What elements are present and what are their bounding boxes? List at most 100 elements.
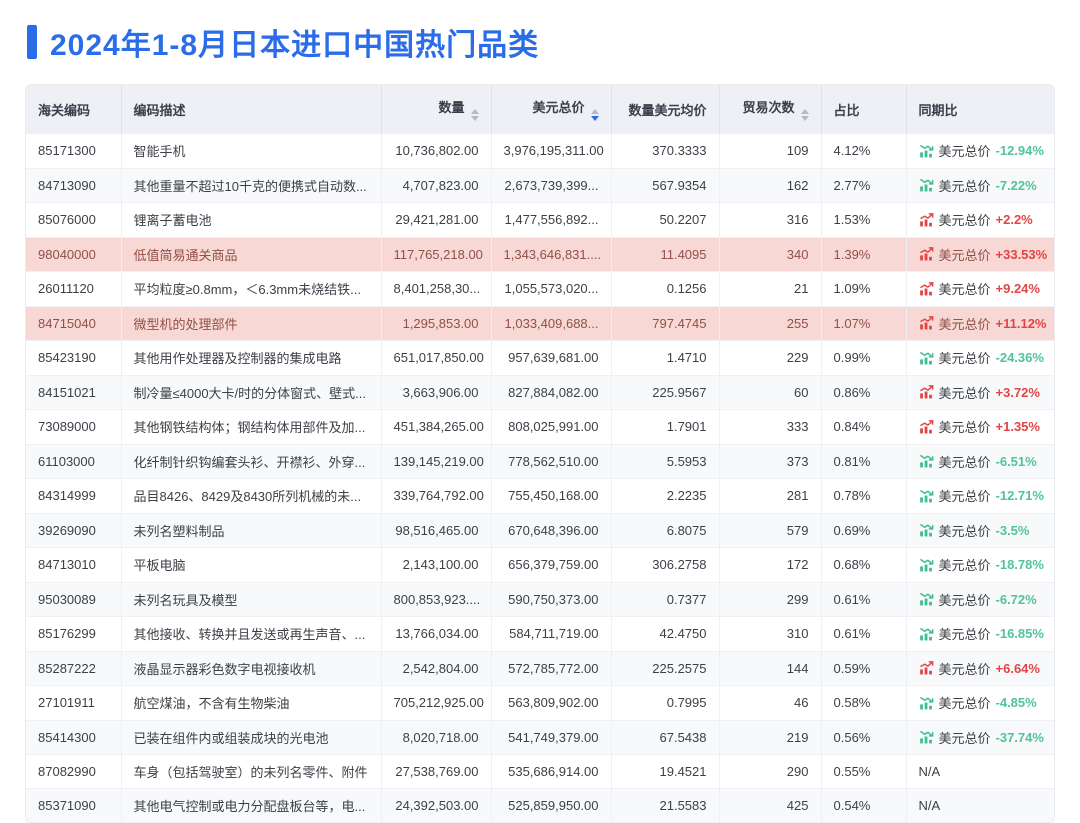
yoy-metric-label: 美元总价 [938,351,991,366]
table-row[interactable]: 27101911 航空煤油，不含有生物柴油 705,212,925.00 563,80… [26,685,1054,720]
yoy-percent: +33.53% [995,246,1048,262]
cell-share: 0.68% [821,547,907,582]
column-label: 数量 [438,100,465,115]
table-row[interactable]: 26011120 平均粒度≥0.8mm，＜6.3mm未烧结铁... 8,401,25… [26,271,1054,306]
chart-increasing-icon [919,316,934,330]
cell-yoy: 美元总价 +3.72% [906,374,1054,410]
cell-desc: 其他电气控制或电力分配盘板台等，电... [121,788,382,822]
table-row[interactable]: 85076000 锂离子蓄电池 29,421,281.00 1,477,556,892… [26,202,1054,237]
column-label: 贸易次数 [742,100,795,115]
table-row[interactable]: 84151021 制冷量≤4000大卡/时的分体窗式、壁式... 3,663,906… [26,374,1054,410]
sort-arrows-icon[interactable] [470,109,479,121]
table-row[interactable]: 85423190 其他用作处理器及控制器的集成电路 651,017,850.00 95… [26,340,1054,375]
cell-avg: 0.1256 [611,271,720,306]
table-row[interactable]: 85171300 智能手机 10,736,802.00 3,976,195,311.0… [26,133,1054,168]
chart-increasing-icon [919,212,934,227]
chart-decreasing-icon [919,696,934,710]
cell-desc: 品目8426、8429及8430所列机械的未... [121,478,382,513]
cell-qty: 3,663,906.00 [381,374,492,410]
yoy-metric-label: 美元总价 [938,316,991,332]
cell-avg: 6.8075 [611,512,720,548]
cell-desc: 未列名塑料制品 [121,512,382,548]
table-row[interactable]: 84314999 品目8426、8429及8430所列机械的未... 339,764… [26,478,1054,513]
cell-code: 84715040 [26,305,122,341]
column-header-qty[interactable]: 数量 [381,85,492,134]
cell-trades: 340 [719,236,822,272]
cell-qty: 2,143,100.00 [381,547,492,582]
chart-decreasing-icon [919,351,934,365]
cell-code: 85171300 [26,133,122,168]
cell-trades: 60 [719,374,822,410]
column-label: 海关编码 [38,102,91,118]
cell-usd: 584,711,719.00 [491,616,612,651]
cell-share: 0.69% [821,512,907,548]
column-header-usd[interactable]: 美元总价 [491,85,612,134]
chart-increasing-icon [919,281,934,296]
yoy-percent: -12.71% [995,488,1044,503]
yoy-percent: -16.85% [995,626,1044,641]
cell-usd: 755,450,168.00 [491,478,612,513]
cell-usd: 957,639,681.00 [491,340,612,375]
cell-yoy: 美元总价 +2.2% [906,202,1054,237]
cell-avg: 225.2575 [611,650,720,686]
cell-qty: 29,421,281.00 [381,202,492,237]
table-row[interactable]: 85176299 其他接收、转换并且发送或再生声音、... 13,766,034.0… [26,616,1054,651]
cell-desc: 其他重量不超过10千克的便携式自动数... [121,167,382,203]
cell-usd: 1,343,646,831.... [491,236,612,272]
hot-categories-table: 海关编码 编码描述 数量 美元总价 数量美元均价 贸易次数 占比 同期比 85171300 智能… [25,84,1055,823]
cell-qty: 651,017,850.00 [381,340,492,375]
yoy-metric-label: 美元总价 [938,592,991,608]
sort-arrows-icon[interactable] [590,109,599,121]
cell-desc: 未列名玩具及模型 [121,581,382,617]
cell-yoy: N/A [906,788,1054,822]
title-accent-bar [27,25,37,59]
cell-trades: 290 [719,754,822,789]
table-row[interactable]: 85414300 已装在组件内或组装成块的光电池 8,020,718.00 541,7… [26,719,1054,755]
cell-code: 85371090 [26,788,122,822]
table-row[interactable]: 84715040 微型机的处理部件 1,295,853.00 1,033,409,68… [26,305,1054,341]
table-row[interactable]: 73089000 其他钢铁结构体；钢结构体用部件及加... 451,384,265.… [26,409,1054,444]
column-label: 美元总价 [532,100,585,115]
cell-usd: 1,033,409,688... [491,305,612,341]
chart-increasing-icon [919,385,934,399]
cell-usd: 1,477,556,892... [491,202,612,237]
yoy-metric-label: 美元总价 [938,627,991,642]
column-header-code: 海关编码 [26,85,122,134]
cell-trades: 425 [719,788,822,822]
yoy-percent: -24.36% [995,350,1044,365]
cell-qty: 4,707,823.00 [381,167,492,203]
cell-share: 0.59% [821,650,907,686]
column-header-trades[interactable]: 贸易次数 [719,85,822,134]
cell-usd: 808,025,991.00 [491,409,612,444]
sort-arrows-icon[interactable] [800,109,809,121]
cell-qty: 8,401,258,30... [381,271,492,306]
cell-usd: 670,648,396.00 [491,512,612,548]
table-row[interactable]: 85287222 液晶显示器彩色数字电视接收机 2,542,804.00 572,78… [26,650,1054,686]
table-row[interactable]: 39269090 未列名塑料制品 98,516,465.00 670,648,396.… [26,512,1054,548]
table-row[interactable]: 95030089 未列名玩具及模型 800,853,923.... 590,750,3… [26,581,1054,617]
cell-trades: 46 [719,685,822,720]
cell-qty: 139,145,219.00 [381,443,492,479]
table-row[interactable]: 98040000 低值简易通关商品 117,765,218.00 1,343,646,… [26,236,1054,272]
table-row[interactable]: 85371090 其他电气控制或电力分配盘板台等，电... 24,392,503.0… [26,788,1054,822]
cell-qty: 117,765,218.00 [381,236,492,272]
cell-avg: 42.4750 [611,616,720,651]
cell-usd: 656,379,759.00 [491,547,612,582]
yoy-percent: -37.74% [995,729,1044,745]
cell-yoy: N/A [906,754,1054,789]
table-row[interactable]: 84713010 平板电脑 2,143,100.00 656,379,759.00 30… [26,547,1054,582]
cell-yoy: 美元总价 +1.35% [906,409,1054,444]
cell-code: 61103000 [26,443,122,479]
table-row[interactable]: 87082990 车身（包括驾驶室）的未列名零件、附件 27,538,769.00 5… [26,754,1054,789]
cell-share: 1.39% [821,236,907,272]
column-header-desc: 编码描述 [121,85,382,134]
cell-code: 39269090 [26,512,122,548]
cell-desc: 其他钢铁结构体；钢结构体用部件及加... [121,409,382,444]
cell-share: 1.09% [821,271,907,306]
cell-yoy: 美元总价 +6.64% [906,650,1054,686]
cell-code: 26011120 [26,271,122,306]
cell-qty: 705,212,925.00 [381,685,492,720]
chart-decreasing-icon [919,489,934,503]
table-row[interactable]: 61103000 化纤制针织钩编套头衫、开襟衫、外穿... 139,145,219.… [26,443,1054,479]
table-row[interactable]: 84713090 其他重量不超过10千克的便携式自动数... 4,707,823.0… [26,167,1054,203]
